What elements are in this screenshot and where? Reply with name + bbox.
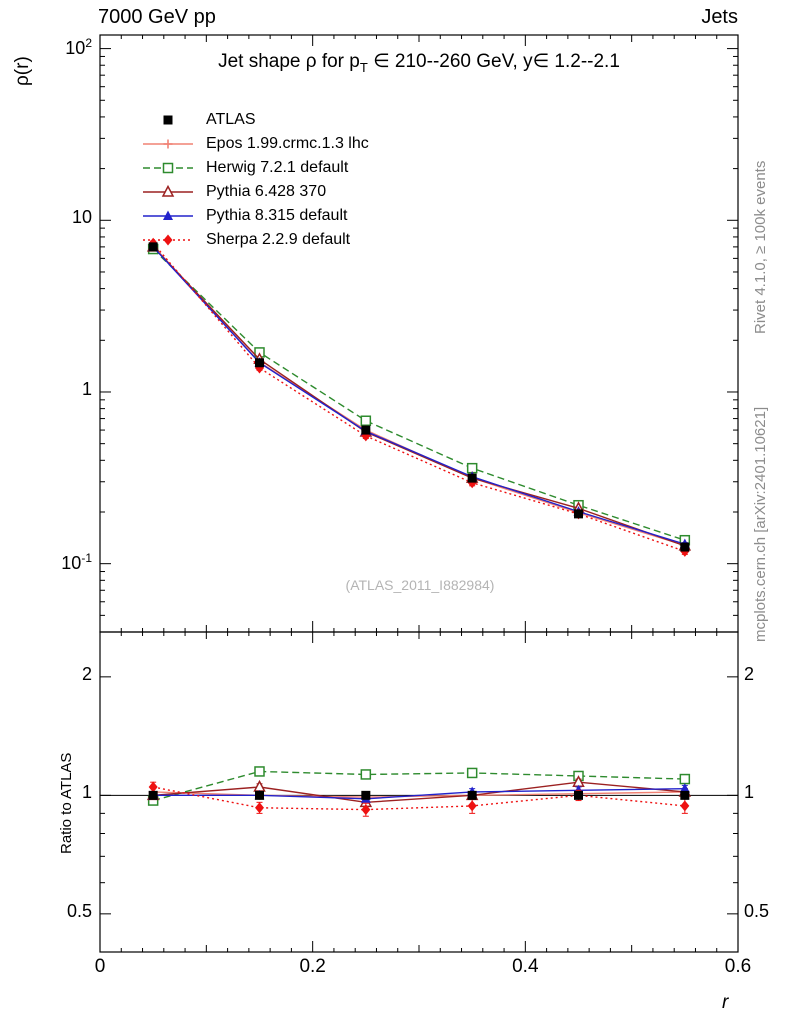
data-point	[467, 790, 477, 800]
legend-marker-sherpa	[143, 234, 193, 246]
y-tick-label-ratio-left: 2	[81, 663, 92, 684]
data-point	[680, 790, 690, 800]
legend-item-sherpa: Sherpa 2.2.9 default	[140, 228, 369, 252]
y-tick-label-top: 10-1	[61, 550, 92, 573]
data-point	[255, 802, 264, 814]
data-point	[679, 773, 691, 785]
x-tick-label: 0.4	[512, 956, 539, 977]
data-point	[574, 790, 583, 800]
y-tick-label-top: 102	[65, 35, 92, 58]
data-point	[467, 473, 477, 483]
y-tick-label-top: 1	[81, 378, 92, 399]
data-point	[680, 542, 690, 552]
series-ratio-line	[153, 786, 685, 811]
data-point	[680, 800, 690, 812]
data-point	[361, 425, 371, 435]
series-pythia6	[146, 239, 692, 808]
data-point	[163, 210, 173, 220]
rivet-version-label: Rivet 4.1.0, ≥ 100k events	[752, 160, 769, 334]
series-sherpa	[148, 237, 690, 817]
legend-marker-pythia6	[143, 184, 193, 197]
data-point	[163, 234, 173, 246]
series-ratio-line	[153, 791, 685, 798]
series-line	[152, 246, 686, 547]
data-point	[253, 779, 266, 792]
legend-marker-herwig	[143, 162, 193, 174]
x-tick-label: 0.2	[299, 956, 326, 977]
y-tick-label-top: 10	[71, 207, 92, 228]
legend-label-pythia6: Pythia 6.428 370	[206, 183, 327, 200]
legend-marker-atlas	[163, 115, 173, 125]
legend-label-pythia8: Pythia 8.315 default	[206, 207, 348, 224]
beam-energy-label: 7000 GeV pp	[98, 6, 216, 28]
series-ratio-line	[153, 781, 685, 804]
data-point	[360, 415, 372, 426]
y-tick-label-ratio-left: 0.5	[66, 900, 92, 921]
data-point	[148, 781, 158, 793]
data-point	[254, 766, 265, 777]
plot-title: Jet shape ρ for pT ∈ 210--260 GeV, y∈ 1.…	[100, 50, 738, 75]
y-tick-label-ratio-left: 1	[81, 782, 92, 803]
series-epos	[148, 241, 690, 802]
y-tick-label-ratio-right: 2	[744, 663, 755, 684]
series-ratio-line	[152, 770, 685, 802]
analysis-group-label: Jets	[701, 6, 738, 28]
y-axis-label-top: ρ(r)	[12, 56, 33, 86]
data-point	[361, 790, 371, 800]
data-point	[574, 509, 583, 519]
plot-title-post: ∈ 210--260 GeV, y∈ 1.2--2.1	[367, 51, 620, 72]
data-point	[148, 790, 158, 800]
legend-marker-epos	[143, 139, 193, 149]
analysis-id-watermark: (ATLAS_2011_I882984)	[345, 577, 495, 593]
series-line	[152, 242, 686, 552]
series-line	[152, 245, 686, 546]
x-axis-label: r	[722, 992, 729, 1013]
plot-title-subscript: T	[359, 60, 368, 75]
data-point	[466, 767, 478, 779]
x-tick-label: 0.6	[724, 956, 752, 977]
data-point	[161, 184, 175, 197]
series-atlas	[148, 242, 690, 800]
data-point	[148, 242, 158, 252]
legend: ATLAS Epos 1.99.crmc.1.3 lhc Herwig 7.2.1 …	[140, 108, 369, 252]
x-tick-label: 0	[94, 956, 106, 977]
series-line	[152, 248, 686, 541]
legend-item-herwig: Herwig 7.2.1 default	[140, 156, 369, 180]
data-point	[361, 804, 371, 816]
series-ratio-line	[153, 787, 685, 800]
series-line	[152, 246, 686, 545]
data-point	[255, 358, 264, 368]
legend-label-atlas: ATLAS	[206, 111, 256, 128]
legend-item-epos: Epos 1.99.crmc.1.3 lhc	[140, 132, 369, 156]
data-point	[162, 162, 174, 174]
legend-label-herwig: Herwig 7.2.1 default	[206, 159, 349, 176]
data-point	[679, 783, 690, 793]
data-point	[163, 115, 173, 125]
legend-label-epos: Epos 1.99.crmc.1.3 lhc	[206, 135, 369, 152]
data-point	[360, 769, 372, 780]
legend-item-atlas: ATLAS	[140, 108, 369, 132]
legend-marker-pythia8	[143, 210, 193, 220]
mcplots-credit-label: mcplots.cern.ch [arXiv:2401.10621]	[752, 406, 769, 642]
legend-item-pythia6: Pythia 6.428 370	[140, 180, 369, 204]
y-tick-label-ratio-right: 1	[744, 782, 755, 803]
y-tick-label-ratio-right: 0.5	[744, 900, 770, 921]
data-point	[255, 790, 264, 800]
data-point	[467, 800, 477, 812]
legend-item-pythia8: Pythia 8.315 default	[140, 204, 369, 228]
legend-label-sherpa: Sherpa 2.2.9 default	[206, 231, 351, 248]
plot-title-pre: Jet shape ρ for p	[218, 51, 360, 72]
